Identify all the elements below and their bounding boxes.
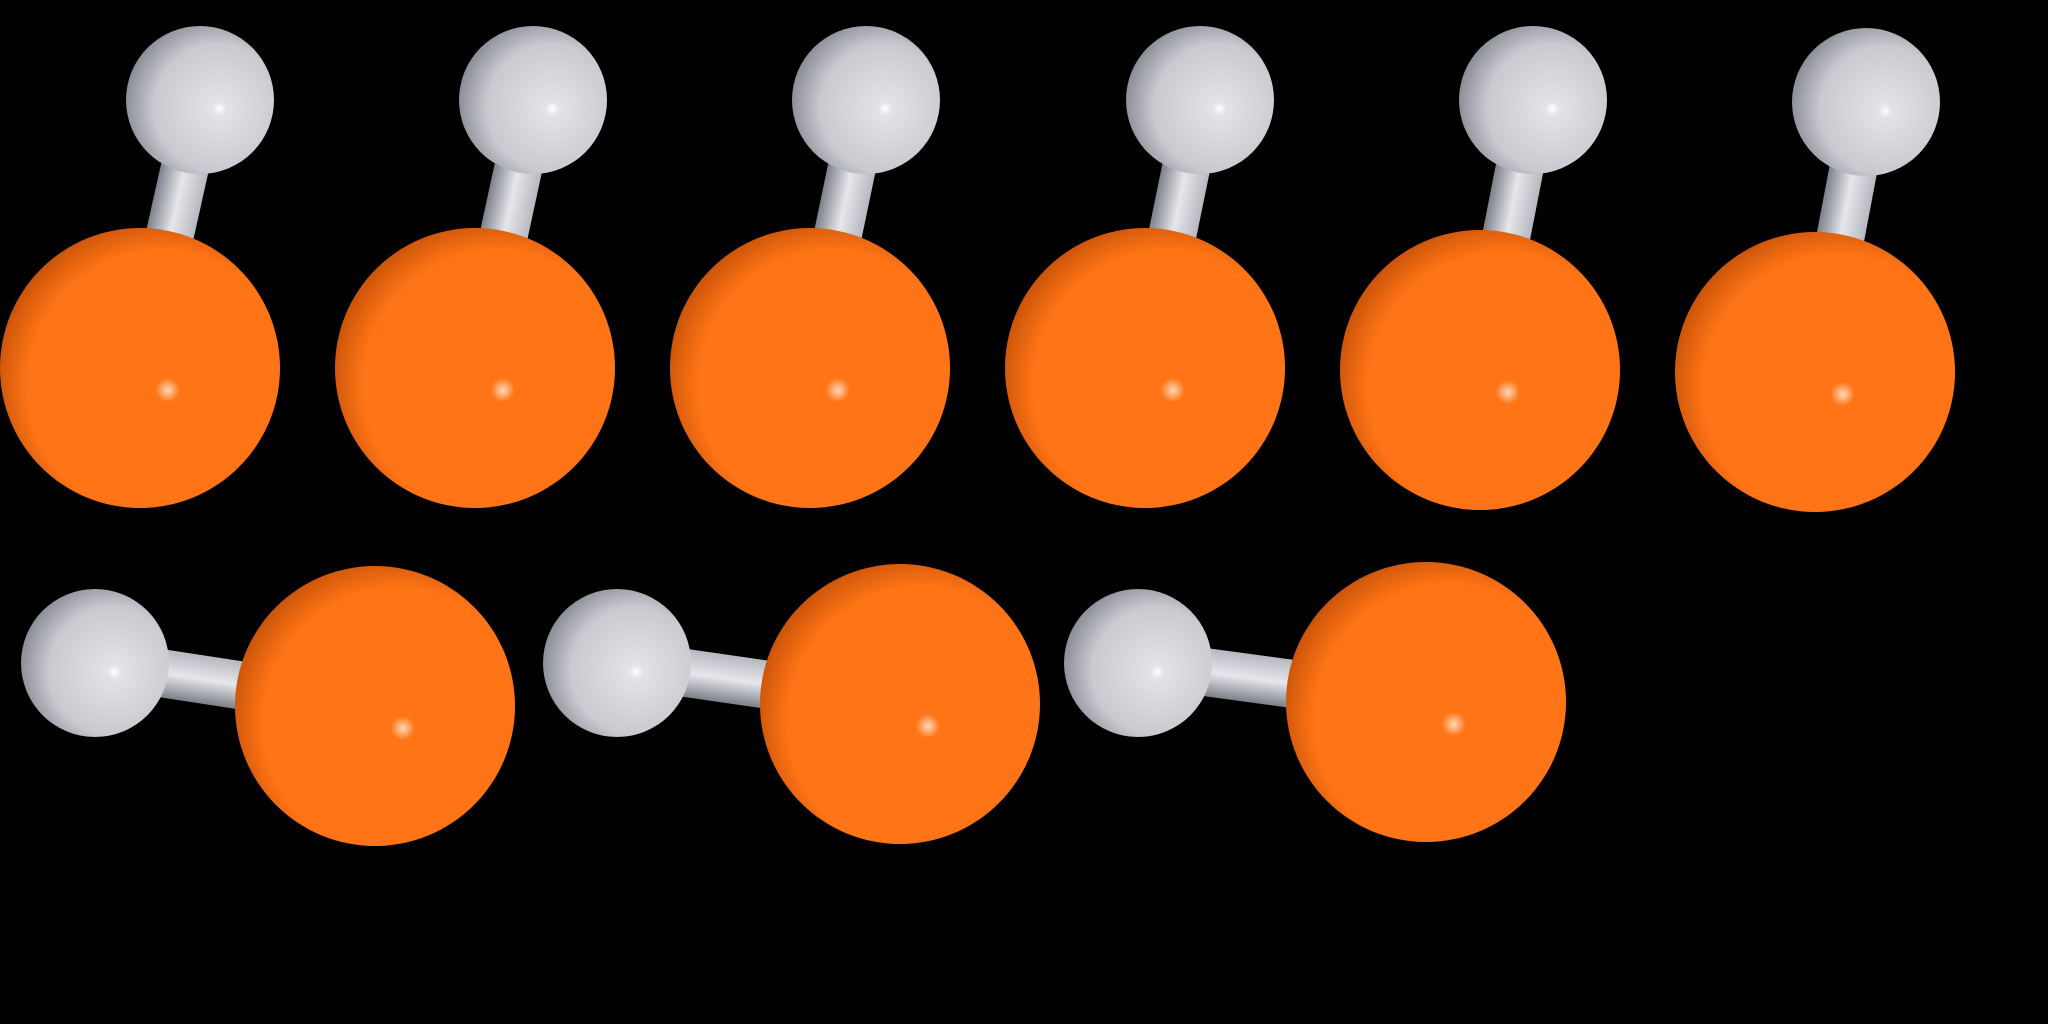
small-atom: [21, 589, 169, 737]
large-atom: [670, 228, 950, 508]
large-atom: [335, 228, 615, 508]
large-atom: [1005, 228, 1285, 508]
large-atom: [235, 566, 515, 846]
large-atom: [760, 564, 1040, 844]
small-atom: [543, 589, 691, 737]
small-atom: [1126, 26, 1274, 174]
small-atom: [792, 26, 940, 174]
small-atom: [459, 26, 607, 174]
molecule: [1340, 26, 1620, 510]
molecule: [1005, 26, 1285, 508]
small-atom: [1459, 26, 1607, 174]
molecules-group: [0, 26, 1955, 846]
large-atom: [0, 228, 280, 508]
molecule: [1675, 28, 1955, 512]
molecule: [1064, 562, 1566, 842]
molecule: [543, 564, 1040, 844]
large-atom: [1675, 232, 1955, 512]
large-atom: [1286, 562, 1566, 842]
molecule: [670, 26, 950, 508]
large-atom: [1340, 230, 1620, 510]
molecule: [0, 26, 280, 508]
molecule: [21, 566, 515, 846]
small-atom: [126, 26, 274, 174]
molecule: [335, 26, 615, 508]
small-atom: [1792, 28, 1940, 176]
small-atom: [1064, 589, 1212, 737]
